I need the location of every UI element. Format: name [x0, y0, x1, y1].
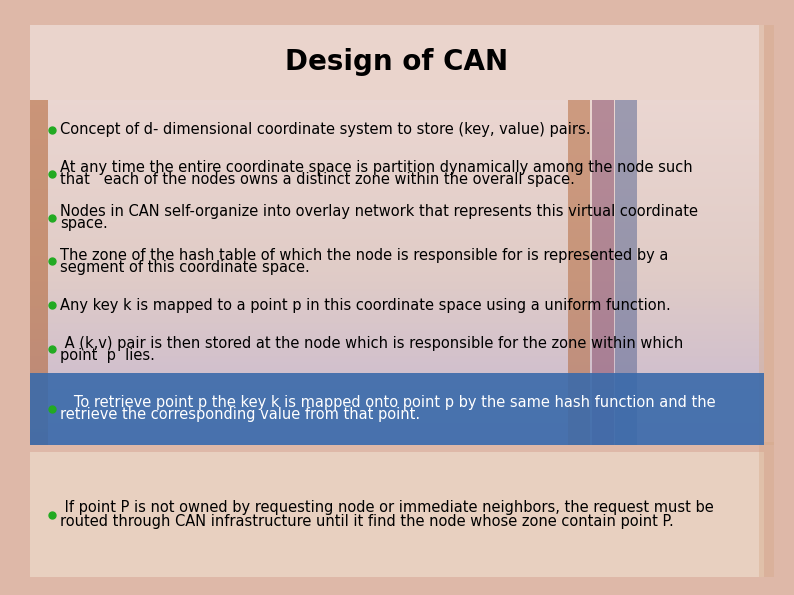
- Text: Any key k is mapped to a point p in this coordinate space using a uniform functi: Any key k is mapped to a point p in this…: [60, 298, 671, 313]
- Text: Design of CAN: Design of CAN: [285, 49, 509, 77]
- Bar: [30, 373, 764, 445]
- Text: The zone of the hash table of which the node is responsible for is represented b: The zone of the hash table of which the …: [60, 248, 669, 263]
- Bar: [30, 25, 764, 100]
- Text: routed through CAN infrastructure until it find the node whose zone contain poin: routed through CAN infrastructure until …: [60, 514, 674, 529]
- Text: space.: space.: [60, 216, 108, 231]
- Text: A (k,v) pair is then stored at the node which is responsible for the zone within: A (k,v) pair is then stored at the node …: [60, 336, 684, 350]
- Text: If point P is not owned by requesting node or immediate neighbors, the request m: If point P is not owned by requesting no…: [60, 500, 714, 515]
- Text: point  p  lies.: point p lies.: [60, 347, 155, 362]
- Text: Nodes in CAN self-organize into overlay network that represents this virtual coo: Nodes in CAN self-organize into overlay …: [60, 204, 698, 219]
- Text: Concept of d- dimensional coordinate system to store (key, value) pairs.: Concept of d- dimensional coordinate sys…: [60, 123, 591, 137]
- Bar: [568, 100, 590, 445]
- Bar: [759, 442, 774, 577]
- Text: segment of this coordinate space.: segment of this coordinate space.: [60, 260, 310, 275]
- Bar: [30, 100, 48, 445]
- Bar: [30, 452, 764, 577]
- Text: that   each of the nodes owns a distinct zone within the overall space.: that each of the nodes owns a distinct z…: [60, 172, 575, 187]
- Text: To retrieve point p the key k is mapped onto point p by the same hash function a: To retrieve point p the key k is mapped …: [60, 396, 715, 411]
- Bar: [592, 100, 614, 445]
- Text: retrieve the corresponding value from that point.: retrieve the corresponding value from th…: [60, 408, 420, 422]
- Bar: [615, 100, 637, 445]
- Text: At any time the entire coordinate space is partition dynamically among the node : At any time the entire coordinate space …: [60, 160, 692, 176]
- Bar: [759, 25, 774, 445]
